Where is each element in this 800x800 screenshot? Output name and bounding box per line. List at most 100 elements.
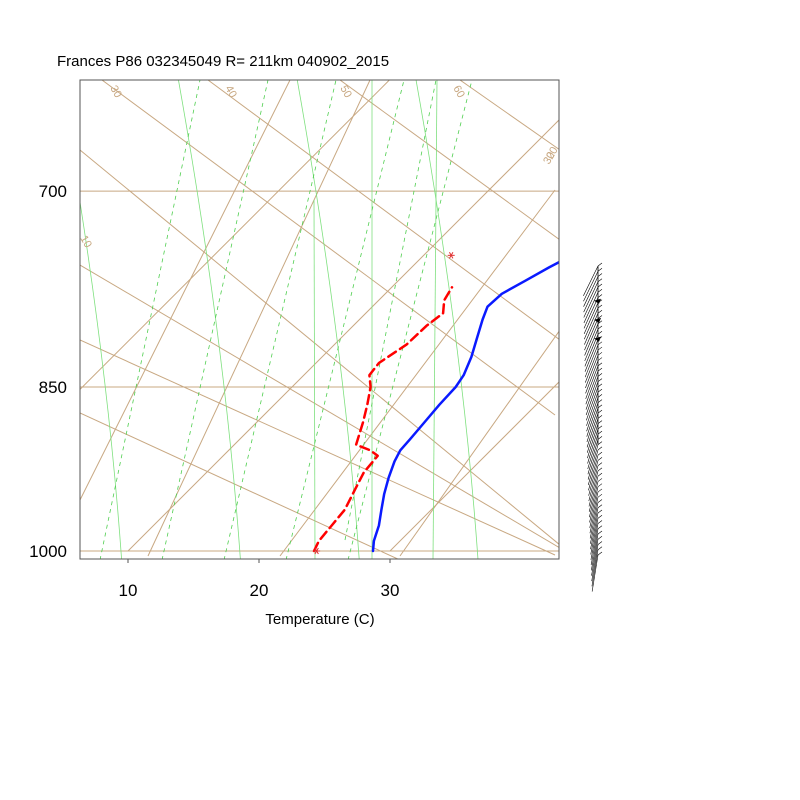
dry-adiabat-label: 30	[541, 150, 558, 167]
marker-lcl	[447, 252, 455, 259]
series-temperature-line	[371, 260, 559, 553]
mixing-ratio-line	[223, 80, 337, 559]
dry-adiabat-label: 20	[544, 145, 561, 162]
wind-barb	[591, 554, 599, 592]
wind-barb-feather	[597, 388, 603, 393]
wind-barb	[586, 386, 599, 421]
wind-barb-feather	[597, 304, 603, 309]
wind-barb-feather	[597, 394, 603, 398]
mixing-ratio-line	[347, 80, 473, 559]
wind-barb	[584, 323, 599, 356]
wind-barb-feather	[597, 520, 603, 524]
wind-barb	[590, 507, 599, 544]
wind-barb	[590, 518, 599, 555]
wind-barb-flag	[594, 317, 601, 323]
wind-barb-feather	[597, 451, 603, 456]
mixing-ratio-line	[161, 80, 269, 559]
wind-barb-feather	[597, 430, 603, 435]
wind-barb-feather	[597, 320, 603, 325]
wind-barb-feather	[597, 367, 603, 372]
moist-adiabat-line	[415, 80, 479, 559]
wind-barb-feather	[597, 425, 603, 430]
wind-barb-feather	[597, 325, 603, 330]
dry-adiabat-label: 50	[337, 84, 354, 101]
wind-barb-feather	[597, 362, 603, 367]
wind-barb	[584, 349, 599, 383]
wind-barb	[587, 434, 599, 469]
dry-adiabat-line	[147, 80, 371, 557]
series-layer	[312, 260, 559, 553]
plot-frame	[79, 79, 560, 560]
wind-barb	[583, 276, 599, 307]
wind-barb-feather	[597, 483, 603, 487]
wind-barb	[591, 539, 599, 576]
wind-barb-feather	[597, 441, 603, 445]
wind-barb-feather	[597, 383, 603, 388]
wind-barb	[590, 512, 599, 550]
wind-barb	[585, 365, 599, 399]
wind-barb-feather	[597, 535, 603, 540]
wind-barb-feather	[597, 331, 603, 335]
wind-barb	[589, 481, 599, 518]
wind-barb	[590, 523, 599, 560]
x-tick-label: 20	[250, 581, 269, 600]
moist-adiabat-line	[0, 80, 3, 560]
isotherm-line	[652, 69, 800, 551]
wind-barb	[583, 307, 599, 340]
wind-barb	[586, 397, 599, 432]
wind-barb	[586, 407, 599, 443]
wind-barb	[586, 413, 599, 448]
wind-barb-feather	[597, 373, 603, 377]
moist-adiabat-line	[313, 199, 316, 559]
marker-layer	[313, 252, 455, 555]
dry-adiabat-line	[459, 80, 559, 150]
mixing-ratio-line	[99, 80, 201, 559]
x-tick-label: 30	[381, 581, 400, 600]
wind-barb-feather	[597, 310, 603, 314]
wind-barb-feather	[597, 467, 603, 472]
wind-barb-feather	[597, 509, 603, 514]
dry-adiabat-line	[80, 149, 559, 545]
axis-ticks: 10 20 30 700 850 1000	[29, 182, 399, 600]
wind-barb	[583, 265, 599, 296]
wind-barb-feather	[597, 546, 603, 550]
wind-barb	[588, 470, 599, 507]
wind-barb-feather	[597, 420, 603, 424]
wind-barb-feather	[597, 341, 603, 346]
wind-barb-feather	[597, 399, 603, 403]
wind-barb-column	[583, 262, 603, 592]
wind-barb	[583, 297, 599, 329]
wind-barb-feather	[597, 472, 603, 477]
wind-barb	[587, 449, 599, 486]
wind-barb-feather	[597, 504, 603, 508]
wind-barb-feather	[597, 409, 603, 414]
dry-adiabat-line	[80, 264, 559, 548]
wind-barb-feather	[597, 446, 603, 451]
dry-adiabat-label: 60	[450, 84, 467, 101]
wind-barb-feather	[597, 378, 603, 382]
isotherm-line	[127, 119, 559, 552]
wind-barb-feather	[597, 315, 603, 319]
wind-barb	[587, 439, 599, 475]
wind-barb-feather	[597, 488, 603, 493]
wind-barb-feather	[597, 289, 603, 293]
wind-barb	[586, 392, 599, 426]
wind-barb	[585, 360, 599, 394]
wind-barb	[586, 402, 599, 437]
wind-barb	[588, 455, 599, 491]
moist-adiabat-line	[296, 80, 360, 559]
wind-barb-feather	[597, 462, 603, 466]
p-tick-label: 700	[39, 182, 67, 201]
wind-barb-feather	[597, 514, 603, 519]
wind-barb	[584, 328, 599, 362]
p-tick-label: 850	[39, 378, 67, 397]
wind-barb	[584, 344, 599, 378]
wind-barb	[586, 418, 599, 453]
wind-barb-feather	[597, 530, 603, 535]
wind-barb-feather	[597, 499, 603, 503]
wind-barb	[583, 281, 599, 313]
p-tick-label: 1000	[29, 542, 67, 561]
x-axis-label: Temperature (C)	[265, 611, 374, 628]
dry-adiabat-line	[207, 80, 559, 340]
wind-barb-feather	[597, 346, 603, 351]
